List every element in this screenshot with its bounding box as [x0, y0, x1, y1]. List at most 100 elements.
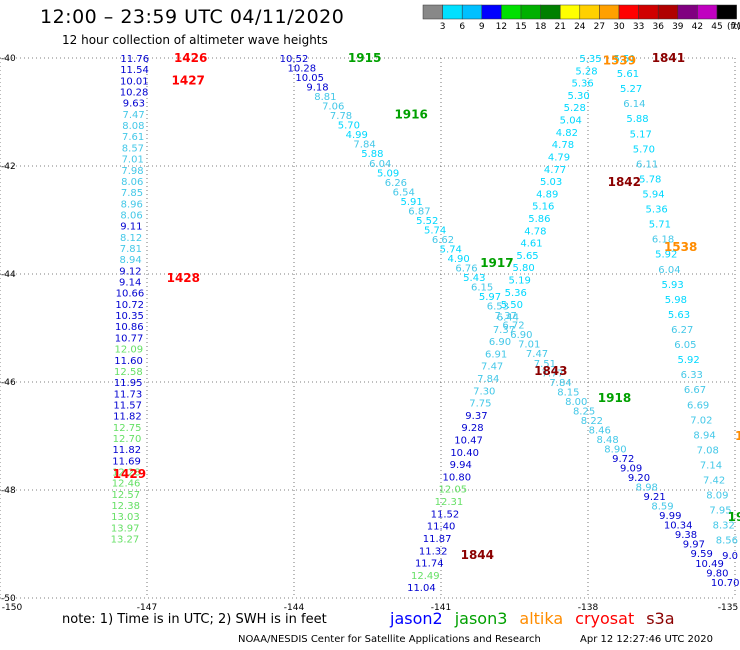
- swh-value: 12.28: [112, 468, 141, 479]
- swh-value: 6.69: [687, 400, 709, 411]
- swh-value: 12.75: [113, 423, 142, 434]
- colorbar-label: 12: [496, 22, 507, 32]
- pass-time-label: 1842: [608, 175, 641, 189]
- swh-value: 13.27: [111, 535, 140, 546]
- swh-value: 5.63: [668, 310, 690, 321]
- swh-value: 5.93: [662, 280, 684, 291]
- colorbar-label: 3: [440, 22, 446, 32]
- swh-value: 10.01: [120, 76, 149, 87]
- swh-value: 5.16: [532, 202, 554, 213]
- y-tick-label: -46: [1, 378, 16, 388]
- swh-value: 12.31: [435, 497, 464, 508]
- swh-value: 6.91: [485, 349, 507, 360]
- swh-value: 5.92: [677, 355, 699, 366]
- swh-value: 5.74: [424, 225, 446, 236]
- swh-value: 5.88: [361, 149, 383, 160]
- colorbar-swatch: [559, 4, 581, 20]
- swh-value: 5.71: [649, 220, 671, 231]
- swh-value: 5.92: [655, 250, 677, 261]
- swh-value: 7.98: [121, 166, 143, 177]
- legend-s3a: s3a: [646, 609, 675, 628]
- swh-value: 5.61: [617, 69, 639, 80]
- time-labels: 1426 1427 1428 1429 1915 1916 1917 1918 1921 1843…: [113, 51, 740, 562]
- x-tick-label: -144: [284, 603, 305, 613]
- swh-value: 5.36: [505, 288, 527, 299]
- swh-value: 6.90: [510, 330, 532, 341]
- swh-value: 8.57: [122, 143, 144, 154]
- swh-value: 6.76: [455, 264, 477, 275]
- swh-value: 13.97: [111, 523, 140, 534]
- swh-value: 7.81: [120, 244, 142, 255]
- swh-value: 6.11: [636, 159, 658, 170]
- swh-value: 8.94: [120, 255, 142, 266]
- swh-value: 9.11: [120, 222, 142, 233]
- swh-value: 10.66: [116, 289, 145, 300]
- swh-value: 8.48: [596, 435, 618, 446]
- grid-layer: [0, 57, 736, 599]
- swh-value: 11.40: [427, 522, 456, 533]
- legend-altika: altika: [519, 609, 564, 628]
- pass-time-label: 1841: [652, 51, 685, 65]
- legend-jason3: jason3: [454, 609, 508, 628]
- swh-value: 7.01: [518, 340, 540, 351]
- swh-value: 8.12: [120, 233, 142, 244]
- colorbar-swatch: [481, 4, 502, 20]
- swh-value: 5.86: [528, 214, 550, 225]
- swh-value: 12.05: [439, 485, 468, 496]
- colorbar-swatch: [677, 4, 698, 20]
- swh-value: 8.90: [604, 444, 626, 455]
- swh-value: 9.18: [306, 83, 328, 94]
- swh-points: 11.7611.5410.0110.289.637.478.087.618.57…: [111, 54, 740, 594]
- swh-value: 11.52: [431, 509, 460, 520]
- swh-value: 8.59: [651, 502, 673, 513]
- colorbar-swatch: [579, 4, 600, 20]
- colorbar-swatch: [422, 4, 443, 20]
- swh-value: 4.82: [556, 128, 578, 139]
- swh-value: 9.37: [465, 411, 487, 422]
- colorbar-label: 27: [594, 22, 605, 32]
- colorbar-label: 6: [459, 22, 465, 32]
- colorbar-label: 15: [515, 22, 526, 32]
- swh-value: 7.84: [549, 378, 571, 389]
- pass-time-label: 1921: [728, 510, 740, 524]
- colorbar-swatch: [697, 4, 718, 20]
- x-tick-label: -135: [718, 603, 738, 613]
- swh-value: 11.69: [112, 456, 141, 467]
- colorbar-swatch: [501, 4, 522, 20]
- swh-value: 10.77: [115, 333, 144, 344]
- colorbar-swatch: [442, 4, 463, 20]
- colorbar-label: 21: [554, 22, 565, 32]
- colorbar-label: 30: [613, 22, 625, 32]
- swh-value: 6.90: [489, 337, 511, 348]
- swh-value: 5.78: [639, 174, 661, 185]
- swh-value: 8.06: [120, 210, 142, 221]
- swh-value: 8.22: [581, 416, 603, 427]
- credit-line: NOAA/NESDIS Center for Satellite Applica…: [238, 634, 541, 645]
- pass-time-label: 1426: [174, 51, 207, 65]
- swh-value: 8.00: [565, 397, 587, 408]
- pass-time-label: 1429: [113, 467, 146, 481]
- swh-value: 11.87: [423, 534, 452, 545]
- swh-value: 11.82: [112, 445, 141, 456]
- swh-value: 9.63: [123, 99, 145, 110]
- swh-value: 4.61: [520, 239, 542, 250]
- swh-value: 10.47: [454, 436, 483, 447]
- swh-value: 5.65: [516, 251, 538, 262]
- swh-value: 4.90: [448, 254, 470, 265]
- swh-value: 5.80: [512, 263, 534, 274]
- swh-value: 7.61: [122, 132, 144, 143]
- y-tick-label: -44: [1, 270, 16, 280]
- swh-value: 7.08: [697, 445, 719, 456]
- swh-value: 9.0: [722, 551, 738, 562]
- swh-value: 8.15: [557, 387, 579, 398]
- swh-value: 7.01: [122, 155, 144, 166]
- swh-value: 7.14: [700, 460, 722, 471]
- swh-value: 7.75: [469, 399, 491, 410]
- colorbar-label: 33: [633, 22, 644, 32]
- colorbar: 3 6 9 12 15 18 21 24 27 30 33 36 39 42 45 70(ft): [422, 4, 740, 32]
- swh-value: 9.97: [683, 540, 705, 551]
- colorbar-label: 39: [672, 22, 684, 32]
- generation-timestamp: Apr 12 12:27:46 UTC 2020: [580, 634, 713, 645]
- swh-value: 8.56: [716, 536, 738, 547]
